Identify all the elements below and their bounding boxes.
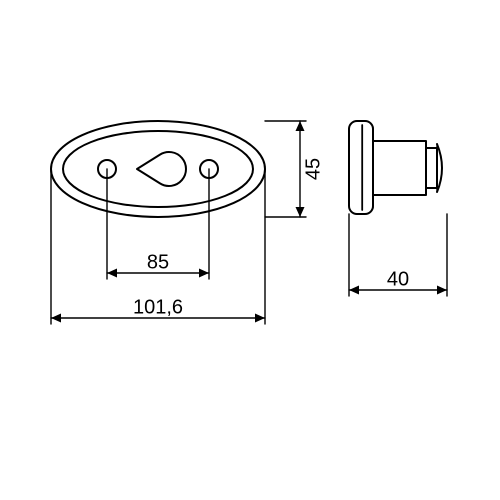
side-barrel — [426, 148, 437, 188]
dimensions: 45 85 101,6 40 — [51, 121, 447, 324]
teardrop-aperture — [137, 152, 186, 186]
dim-85-label: 85 — [147, 251, 169, 273]
side-flange — [349, 121, 373, 214]
dim-1016-label: 101,6 — [133, 296, 183, 318]
side-body — [373, 141, 426, 195]
side-view — [349, 121, 442, 214]
dim-40-label: 40 — [387, 268, 409, 290]
dim-45-label: 45 — [302, 158, 324, 180]
front-inner-ellipse — [63, 131, 253, 207]
front-outer-ellipse — [51, 121, 265, 217]
front-view — [51, 121, 265, 217]
